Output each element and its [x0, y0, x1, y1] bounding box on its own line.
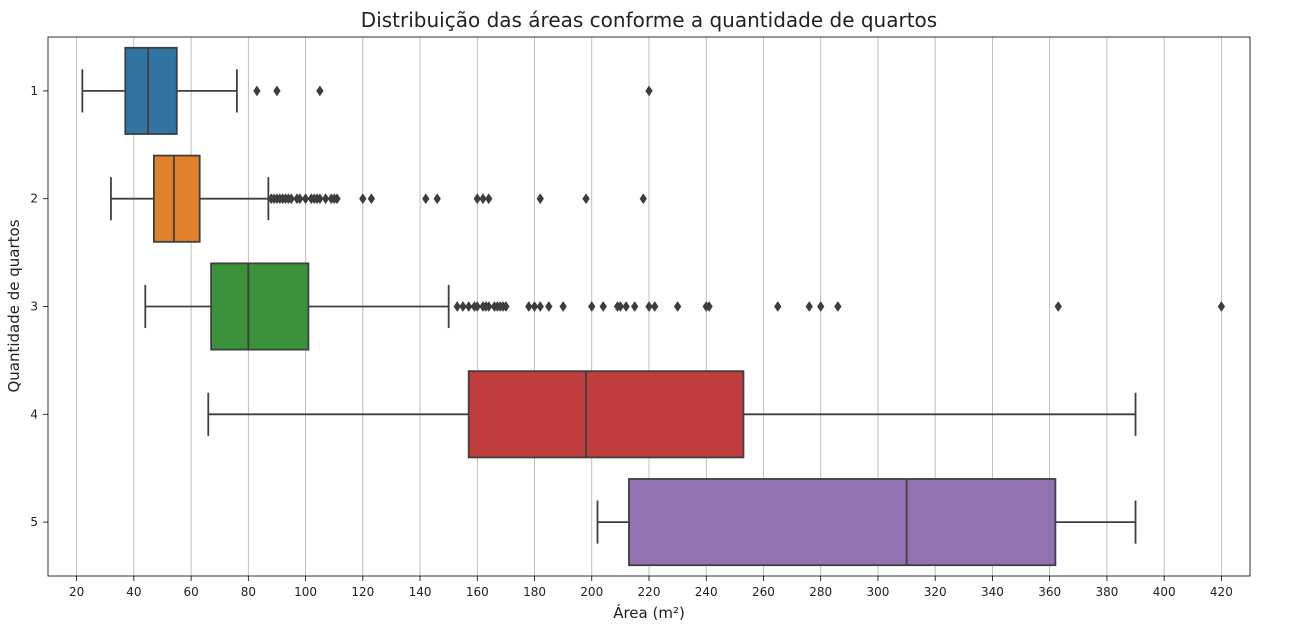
x-tick-label: 320: [924, 585, 947, 599]
outlier-point: [464, 301, 473, 312]
outlier-point: [485, 193, 493, 205]
x-axis-label: Área (m²): [613, 604, 685, 622]
outlier-point: [559, 301, 567, 312]
x-tick-label: 180: [523, 585, 546, 599]
outlier-point: [473, 301, 481, 312]
box-group-2: [110, 154, 647, 243]
x-tick-label: 240: [695, 585, 718, 599]
box: [124, 46, 178, 135]
box: [152, 154, 201, 243]
box-group-3: [144, 262, 1226, 351]
outlier-point: [296, 193, 304, 205]
x-tick-label: 260: [752, 585, 775, 599]
box: [467, 370, 745, 459]
outlier-point: [622, 301, 630, 312]
outlier-point: [525, 301, 533, 312]
outlier-point: [316, 193, 324, 205]
outlier-point: [367, 193, 376, 205]
outlier-point: [834, 301, 842, 312]
box-group-1: [81, 46, 653, 135]
axis-layer: 20 40 60 80 100 120 140 160 180 200 220 240 260 280 30…: [30, 36, 1251, 599]
outlier-point: [530, 301, 539, 312]
x-tick-label: 60: [183, 585, 198, 599]
outlier-point: [645, 85, 653, 97]
x-tick-label: 200: [580, 585, 603, 599]
y-tick-label: 3: [30, 300, 38, 314]
x-tick-label: 80: [241, 585, 256, 599]
axes-frame: [47, 36, 1251, 577]
outlier-point: [301, 193, 310, 205]
y-tick-label: 1: [30, 84, 38, 98]
outlier-point: [253, 85, 261, 97]
outlier-point: [485, 301, 493, 312]
outlier-point: [545, 301, 553, 312]
outlier-point: [273, 85, 281, 97]
outlier-point: [616, 301, 625, 312]
x-tick-label: 280: [809, 585, 832, 599]
outlier-point: [321, 193, 330, 205]
x-tick-label: 420: [1210, 585, 1233, 599]
x-tick-label: 40: [126, 585, 141, 599]
outlier-point: [639, 193, 647, 205]
outlier-point: [359, 193, 367, 205]
outlier-point: [1054, 301, 1062, 312]
outlier-point: [1217, 301, 1226, 312]
x-tick-label: 160: [466, 585, 489, 599]
outlier-point: [536, 193, 544, 205]
outlier-point: [651, 301, 659, 312]
x-tick-label: 400: [1153, 585, 1176, 599]
box-layer: [81, 46, 1226, 567]
outlier-point: [536, 301, 544, 312]
outlier-point: [582, 193, 590, 205]
x-tick-label: 100: [294, 585, 317, 599]
outlier-point: [433, 193, 441, 205]
outlier-point: [673, 301, 682, 312]
x-tick-label: 340: [981, 585, 1004, 599]
chart-title: Distribuição das áreas conforme a quanti…: [360, 8, 938, 32]
outlier-point: [774, 301, 782, 312]
outlier-point: [333, 193, 341, 205]
outlier-point: [473, 193, 481, 205]
x-tick-label: 300: [866, 585, 889, 599]
box: [628, 478, 1057, 567]
y-tick-label: 4: [30, 407, 38, 421]
x-tick-label: 220: [638, 585, 661, 599]
box-group-4: [207, 370, 1137, 459]
box-group-5: [596, 478, 1137, 567]
x-tick-label: 380: [1095, 585, 1118, 599]
outlier-point: [459, 301, 467, 312]
outlier-point: [645, 301, 653, 312]
outlier-point: [502, 301, 510, 312]
y-tick-label: 2: [30, 192, 38, 206]
outlier-point: [422, 193, 430, 205]
x-tick-label: 120: [351, 585, 374, 599]
box: [210, 262, 310, 351]
outlier-point: [805, 301, 813, 312]
outlier-point: [705, 301, 713, 312]
outlier-point: [588, 301, 596, 312]
outlier-point: [630, 301, 639, 312]
outlier-point: [479, 193, 487, 205]
outlier-point: [599, 301, 607, 312]
outlier-point: [316, 85, 324, 97]
outlier-point: [817, 301, 825, 312]
outlier-point: [287, 193, 295, 205]
y-tick-label: 5: [30, 515, 38, 529]
x-tick-label: 20: [69, 585, 84, 599]
x-tick-label: 360: [1038, 585, 1061, 599]
outlier-point: [453, 301, 461, 312]
x-tick-label: 140: [409, 585, 432, 599]
